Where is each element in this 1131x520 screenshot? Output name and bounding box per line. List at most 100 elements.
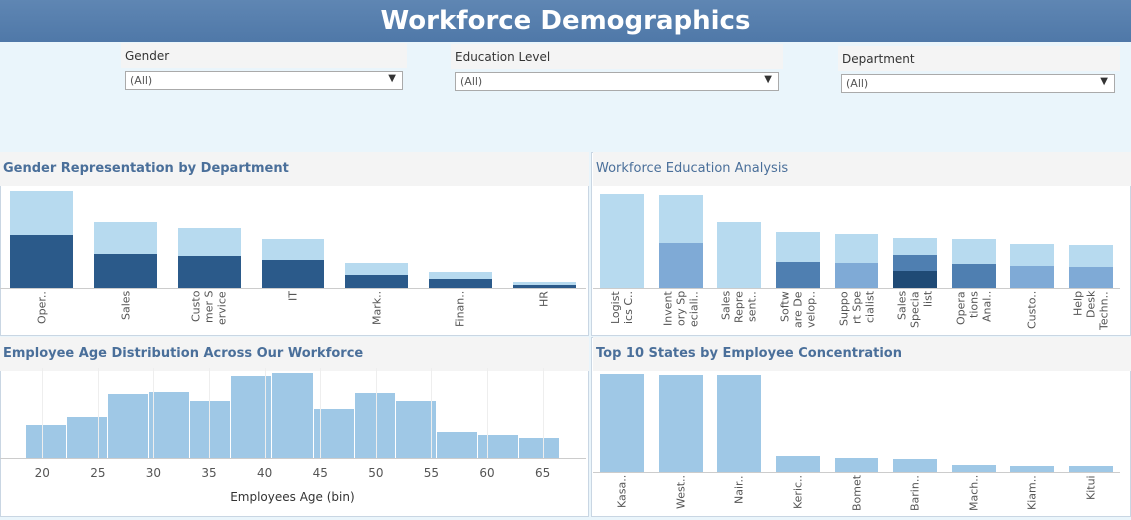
- bar: [951, 263, 996, 288]
- axis-line: [0, 458, 586, 459]
- bar: [10, 191, 74, 236]
- x-tick-label: Barin..: [908, 475, 922, 511]
- bar: [429, 271, 492, 279]
- grid-line: [264, 368, 266, 458]
- dashboard-title: Workforce Demographics: [380, 6, 751, 36]
- x-tick-label: Custo mer S ervice: [189, 291, 229, 325]
- bar: [717, 375, 762, 472]
- x-tick-label: Sales Specia list: [895, 291, 935, 328]
- bar: [893, 459, 937, 472]
- bar: [834, 262, 879, 288]
- x-tick-label: Sales Repre sent..: [719, 291, 759, 323]
- dropdown-arrow: ▼: [388, 73, 396, 84]
- x-tick-label: Keric..: [791, 475, 805, 510]
- bar: [94, 253, 157, 288]
- bar: [94, 222, 157, 254]
- grid-line: [431, 368, 433, 458]
- histogram-bar: [25, 425, 67, 458]
- filter-dropdown[interactable]: (All) ▼: [125, 71, 403, 90]
- histogram-bar: [190, 401, 232, 458]
- x-tick-label: Opera tions Anal..: [954, 291, 994, 325]
- bar: [261, 259, 325, 288]
- filter-label: Gender: [121, 43, 407, 68]
- bar: [775, 456, 820, 472]
- grid-line: [542, 368, 544, 458]
- bar: [1010, 265, 1055, 288]
- grid-line: [42, 368, 44, 458]
- filter-value: (All): [130, 74, 153, 87]
- dropdown-arrow: ▼: [1100, 76, 1108, 87]
- bar: [261, 238, 325, 260]
- x-tick-label: Nair..: [732, 475, 746, 504]
- bar: [658, 242, 703, 288]
- bar: [775, 261, 820, 288]
- bar: [600, 194, 645, 288]
- histogram-bar: [478, 435, 520, 458]
- x-tick-label: 35: [201, 466, 217, 480]
- x-tick-label: Oper..: [35, 291, 49, 324]
- grid-line: [97, 368, 99, 458]
- x-tick-label: Suppo rt Spe cialist: [837, 291, 876, 326]
- bar: [600, 374, 645, 472]
- bar: [512, 284, 576, 288]
- x-tick-label: 45: [312, 466, 328, 480]
- bar: [893, 270, 937, 288]
- bar: [1068, 466, 1113, 472]
- x-tick-label: Finan..: [453, 291, 467, 328]
- grid-line: [320, 368, 322, 458]
- x-tick-label: 60: [479, 466, 495, 480]
- x-tick-label: 20: [34, 466, 50, 480]
- bar: [951, 238, 996, 264]
- bar: [429, 278, 492, 288]
- x-tick-label: Sales: [119, 291, 133, 321]
- axis-line: [593, 472, 1120, 473]
- x-tick-label: 55: [423, 466, 440, 480]
- panel-title: Top 10 States by Employee Concentration: [593, 337, 1131, 371]
- bar: [1068, 244, 1113, 267]
- filter-label: Department: [838, 46, 1120, 71]
- bar: [1010, 243, 1055, 266]
- x-tick-label: Kitui: [1084, 475, 1098, 500]
- x-tick-label: Custo..: [1025, 291, 1039, 330]
- bar: [177, 228, 241, 256]
- bar: [834, 234, 879, 263]
- x-tick-label: 65: [534, 466, 551, 480]
- bar: [177, 255, 241, 288]
- x-tick-label: Mach..: [967, 475, 981, 512]
- histogram-bar: [436, 432, 479, 458]
- x-tick-label: 30: [145, 466, 162, 480]
- title-bar: [0, 0, 1131, 42]
- histogram-bar: [354, 393, 396, 458]
- x-tick-label: Invent ory Sp eciali..: [661, 291, 701, 327]
- x-tick-label: HR: [537, 291, 551, 307]
- x-tick-label: West..: [674, 475, 688, 510]
- x-tick-label: Kasa..: [615, 475, 629, 509]
- filter-dropdown[interactable]: (All) ▼: [841, 74, 1115, 93]
- filter-dropdown[interactable]: (All) ▼: [455, 72, 779, 91]
- panel-title: Workforce Education Analysis: [593, 152, 1131, 186]
- x-tick-label: 50: [368, 466, 384, 480]
- panel-title: Employee Age Distribution Across Our Wor…: [0, 337, 589, 371]
- bar: [345, 262, 409, 275]
- filter-label: Education Level: [451, 44, 783, 69]
- histogram-bar: [149, 392, 191, 458]
- histogram-bar: [519, 438, 561, 458]
- axis-line: [593, 288, 1120, 289]
- bar: [10, 235, 74, 288]
- x-tick-label: 40: [257, 466, 273, 480]
- histogram-bar: [66, 417, 108, 458]
- x-tick-label: 25: [90, 466, 106, 480]
- bar: [1068, 266, 1113, 288]
- histogram-bar: [272, 373, 314, 458]
- x-tick-label: Mark..: [370, 291, 384, 326]
- grid-line: [487, 368, 489, 458]
- x-tick-label: IT: [286, 291, 300, 301]
- x-tick-label: Kiam..: [1025, 475, 1039, 510]
- bar: [345, 274, 409, 288]
- grid-line: [209, 368, 211, 458]
- bar: [834, 458, 879, 472]
- histogram-bar: [231, 376, 273, 458]
- bar: [658, 195, 703, 243]
- filter-value: (All): [460, 75, 483, 88]
